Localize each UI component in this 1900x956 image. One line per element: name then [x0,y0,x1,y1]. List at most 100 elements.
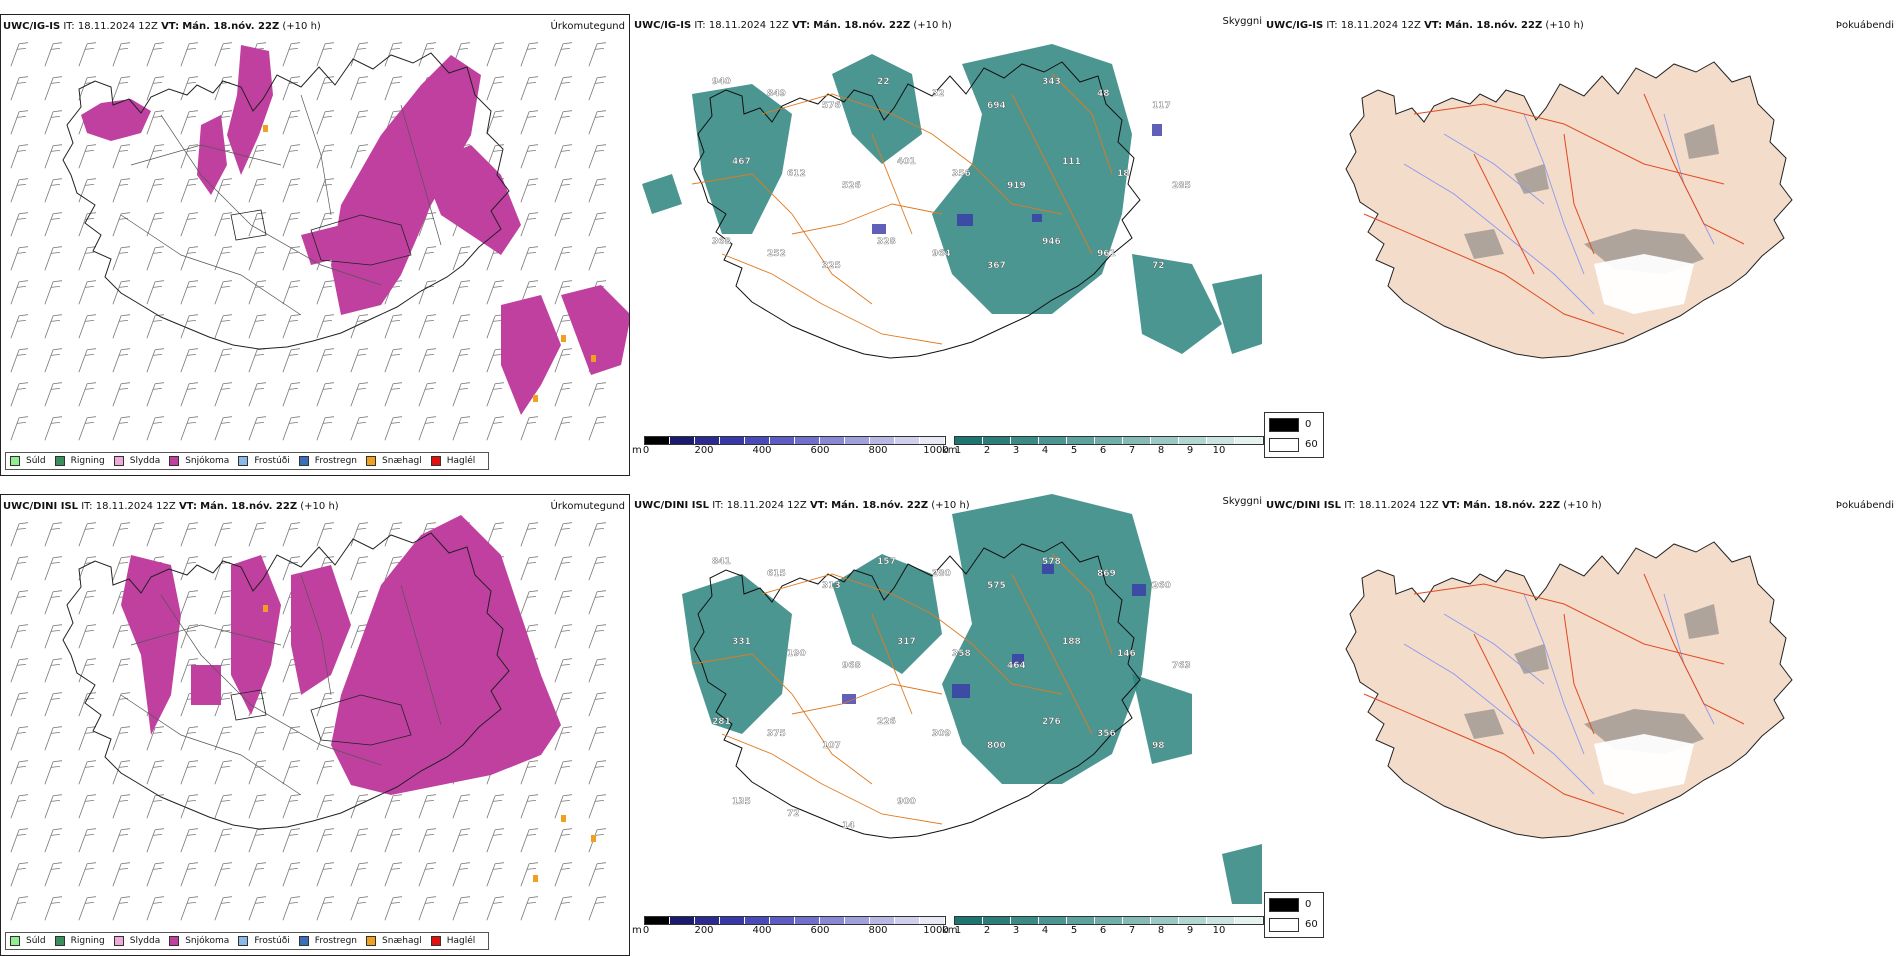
ceiling-label: 157 [877,557,896,567]
ceiling-label: 356 [1097,729,1116,739]
legend-swatch [430,456,441,466]
legend-label: Frostúði [254,456,290,466]
colorbar-cell [670,437,695,444]
ceiling-label: 146 [1117,649,1136,659]
precip-legend-item: Snjókoma [169,936,229,946]
ceiling-labels: 940 849 576 22 32 694 343 48 117 467 612 526 401 356 9… [712,77,1191,271]
fog-legend-swatch [1269,898,1299,912]
colorbar-cell [1179,917,1207,924]
legend-swatch [298,936,309,946]
legend-label: Snjókoma [185,456,230,466]
colorbar-cell [845,437,870,444]
legend-swatch [169,456,180,466]
ceiling-label: 135 [732,797,751,807]
panel-title: Skyggni [1222,16,1262,27]
ceiling-label: 576 [822,101,841,111]
colorbar-cell [955,437,983,444]
colorbar-cell [1179,437,1207,444]
cloud-panel-top: UWC/IG-IS IT: 18.11.2024 12Z VT: Mán. 18… [632,14,1262,476]
ceiling-label: 117 [1152,101,1171,111]
colorbar-tick-label: 800 [868,445,888,456]
colorbar-cell [1095,917,1123,924]
ceiling-label: 317 [897,637,916,647]
colorbar-cell [1123,437,1151,444]
precip-legend-item: Haglél [430,456,475,466]
colorbar-tick-label: 400 [752,445,772,456]
colorbar-cell [983,917,1011,924]
ceiling-label: 800 [987,741,1006,751]
legend-swatch [10,456,20,466]
colorbar-cell [645,437,670,444]
colorbar-cell [1095,437,1123,444]
legend-label: Frostúði [254,936,290,946]
ceiling-label: 260 [1152,581,1171,591]
colorbar-tick-label: 5 [1070,445,1078,456]
colorbar-cell [645,917,670,924]
colorbar-cell [955,917,983,924]
colorbar-tick-label: 10 [1212,445,1226,456]
precip-legend: Súld Rigning Slydda Snjókoma Frostúði Frostre… [5,452,490,470]
panel-header: UWC/DINI ISL IT: 18.11.2024 12Z VT: Mán.… [634,500,970,511]
colorbar-cell [1039,917,1067,924]
legend-label: Snjókoma [185,936,230,946]
colorbar-tick-label: 8 [1157,445,1165,456]
ceiling-label: 48 [1097,89,1110,99]
ceiling-label: 694 [987,101,1006,111]
ceiling-label: 961 [1097,249,1116,259]
colorbar-tick-label: 200 [694,445,714,456]
precip-legend-item: Slydda [113,456,160,466]
panel-title: Þokuábendi [1835,20,1894,31]
colorbar-tick-label: 9 [1186,925,1194,936]
precip-map [10,515,607,921]
colorbar-tick-label: 0 [642,925,650,936]
ceiling-label: 325 [822,261,841,271]
colorbar-tick-label: 6 [1099,445,1107,456]
precip-legend-item: Slydda [113,936,160,946]
panel-header: UWC/DINI ISL IT: 18.11.2024 12Z VT: Mán.… [1266,500,1602,511]
legend-label: Súld [26,936,46,946]
legend-label: Frostregn [314,456,358,466]
colorbar-tick-label: 200 [694,925,714,936]
ceiling-label: 375 [767,729,786,739]
fog-legend-bottom: 0 60 [1264,892,1324,938]
legend-swatch [238,936,249,946]
panel-header: UWC/IG-IS IT: 18.11.2024 12Z VT: Mán. 18… [3,21,321,32]
colorbar-tick-label: 5 [1070,925,1078,936]
panel-header: UWC/IG-IS IT: 18.11.2024 12Z VT: Mán. 18… [634,20,952,31]
ceiling-label: 900 [897,797,916,807]
ceiling-label: 280 [932,569,951,579]
ceiling-label: 968 [842,661,861,671]
legend-swatch [366,456,377,466]
precip-legend-item: Rigning [54,936,105,946]
colorbar-cell [720,437,745,444]
legend-label: Súld [26,456,46,466]
ceiling-label: 14 [842,821,855,831]
fog-map [1345,541,1793,839]
colorbar-tick-label: 3 [1012,925,1020,936]
panel-title: Úrkomutegund [550,21,625,32]
precip-legend-item: Haglél [430,936,475,946]
colorbar-tick-label: 4 [1041,445,1049,456]
legend-swatch [366,936,377,946]
ceiling-label: 190 [787,649,806,659]
precip-legend-item: Frostúði [238,936,290,946]
colorbar-tick-label: 800 [868,925,888,936]
visibility-colorbar-top: km 1 2 3 4 5 6 7 8 9 10 [942,436,1264,460]
colorbar-cell [870,917,895,924]
colorbar-tick-label: 600 [810,925,830,936]
ceiling-label: 467 [732,157,751,167]
ceiling-label: 72 [1152,261,1165,271]
ceiling-label: 368 [712,237,731,247]
colorbar-tick-label: 1000 [923,925,949,936]
ceiling-label: 919 [1007,181,1026,191]
fog-legend-label: 60 [1305,439,1318,450]
ceiling-label: 226 [877,717,896,727]
colorbar-tick-label: 2 [983,445,991,456]
colorbar-tick-label: 7 [1128,925,1136,936]
precip-legend-item: Frostregn [298,936,357,946]
ceiling-label: 464 [1007,661,1026,671]
ceiling-label: 869 [1097,569,1116,579]
precip-legend: Súld Rigning Slydda Snjókoma Frostúði Frostre… [5,932,490,950]
colorbar-cell [670,917,695,924]
legend-label: Rigning [70,456,105,466]
